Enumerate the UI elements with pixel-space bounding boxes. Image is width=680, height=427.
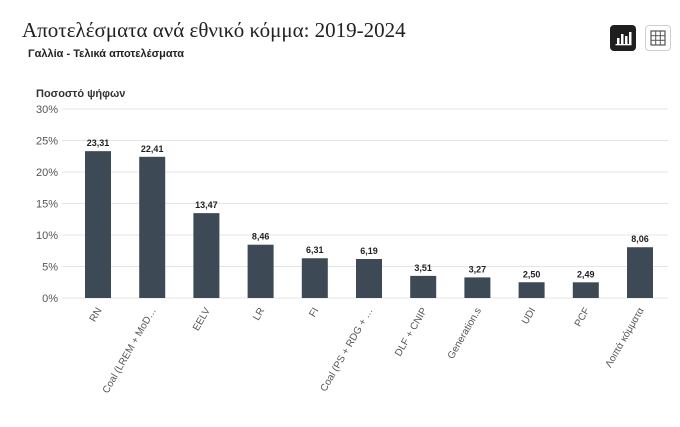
bar: [627, 247, 653, 298]
table-view-button[interactable]: [645, 25, 671, 51]
chart-view-button[interactable]: [610, 25, 636, 51]
x-tick-label: RN: [88, 306, 105, 324]
x-tick-label: Coal (PS + RDG + …: [319, 306, 376, 394]
x-tick-label: FI: [307, 306, 321, 319]
bar: [139, 156, 166, 298]
chart-title: Αποτελέσματα ανά εθνικό κόμμα: 2019-2024: [22, 18, 406, 42]
y-tick-label: 25%: [36, 136, 58, 148]
x-tick-label: UDI: [520, 306, 538, 326]
y-axis-label: Ποσοστό ψήφων: [36, 88, 126, 100]
data-label: 2,50: [523, 269, 541, 279]
data-label: 8,06: [631, 234, 649, 244]
y-tick-label: 15%: [36, 199, 58, 211]
y-tick-label: 20%: [36, 167, 58, 179]
x-tick-label: EELV: [191, 306, 213, 333]
bar: [247, 244, 274, 298]
bar: [85, 151, 111, 298]
x-tick-label: LR: [251, 306, 267, 323]
y-tick-label: 0%: [42, 293, 58, 305]
data-label: 8,46: [252, 232, 270, 242]
y-tick-label: 5%: [42, 262, 58, 274]
data-label: 13,47: [195, 200, 218, 210]
bar: [301, 258, 328, 298]
x-tick-label: Λοιπά κόμματα: [603, 305, 647, 369]
y-tick-label: 30%: [36, 104, 58, 116]
data-label: 6,31: [306, 245, 324, 255]
chart-subtitle: Γαλλία - Τελικά αποτελέσματα: [28, 48, 184, 60]
data-label: 22,41: [141, 144, 164, 154]
bar: [572, 282, 599, 298]
x-tick-label: Generation.s: [446, 306, 484, 361]
x-tick-label: PCF: [573, 306, 593, 329]
bar: [518, 282, 545, 298]
bar: [410, 275, 437, 298]
x-tick-label: DLF + CNIP: [393, 306, 430, 359]
data-label: 3,27: [469, 264, 487, 274]
x-tick-label: Coal (LREM + MoD…: [101, 306, 159, 395]
data-label: 6,19: [360, 246, 378, 256]
y-tick-label: 10%: [36, 230, 58, 242]
data-label: 23,31: [87, 138, 110, 148]
bar-chart-icon: [615, 32, 632, 46]
data-label: 3,51: [414, 263, 432, 273]
bar: [464, 277, 491, 298]
bar: [356, 259, 382, 298]
bar: [193, 213, 220, 298]
grid-table-icon: [650, 30, 666, 46]
data-label: 2,49: [577, 269, 595, 279]
